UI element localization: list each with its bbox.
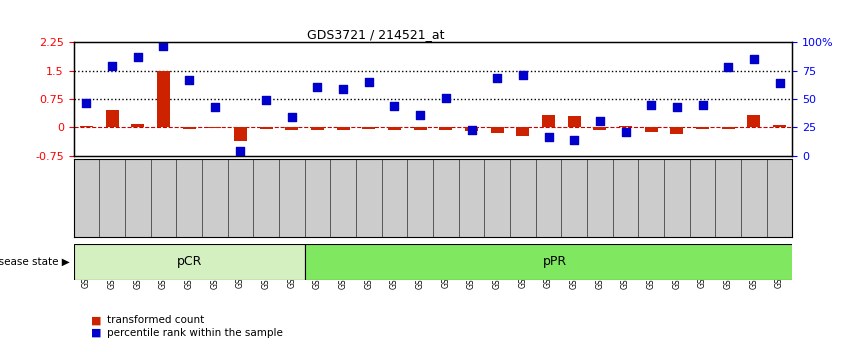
Bar — [183, 127, 196, 129]
Bar — [721, 127, 734, 129]
Point — [336, 86, 350, 92]
Bar — [593, 127, 606, 131]
Point — [593, 118, 607, 124]
Bar — [439, 127, 452, 131]
Bar — [619, 126, 632, 127]
Text: pCR: pCR — [177, 256, 202, 268]
Text: ■: ■ — [91, 328, 101, 338]
Bar — [305, 244, 805, 280]
Point — [234, 148, 248, 154]
Point — [567, 137, 581, 143]
Bar — [388, 127, 401, 131]
Title: GDS3721 / 214521_at: GDS3721 / 214521_at — [307, 28, 444, 41]
Text: disease state ▶: disease state ▶ — [0, 257, 69, 267]
Point — [747, 57, 761, 62]
Bar — [773, 125, 786, 127]
Point — [772, 80, 786, 86]
Point — [618, 129, 632, 135]
Bar — [362, 127, 375, 129]
Bar — [516, 127, 529, 136]
Point — [208, 104, 222, 110]
Bar — [337, 127, 350, 131]
Point — [413, 112, 427, 118]
Point — [311, 84, 325, 90]
Point — [516, 73, 530, 78]
Bar — [645, 127, 657, 132]
Bar — [311, 127, 324, 130]
Bar — [568, 116, 580, 127]
Text: pPR: pPR — [543, 256, 567, 268]
Bar — [542, 115, 555, 127]
Point — [105, 63, 119, 69]
Point — [182, 77, 196, 83]
Point — [131, 55, 145, 60]
Point — [490, 75, 504, 80]
Point — [157, 43, 171, 49]
Bar — [696, 127, 709, 129]
Point — [721, 64, 735, 70]
Bar — [747, 115, 760, 127]
Bar — [80, 126, 93, 127]
Text: percentile rank within the sample: percentile rank within the sample — [107, 328, 282, 338]
Point — [285, 114, 299, 120]
Point — [464, 127, 478, 132]
Bar — [491, 127, 504, 133]
Bar — [465, 127, 478, 131]
Bar — [132, 124, 145, 127]
Bar — [286, 127, 298, 131]
Point — [388, 103, 402, 109]
Point — [439, 95, 453, 101]
Point — [644, 102, 658, 108]
Bar — [234, 127, 247, 141]
Bar — [670, 127, 683, 134]
Bar — [260, 127, 273, 129]
Point — [695, 102, 709, 108]
Bar — [74, 244, 305, 280]
Bar — [414, 127, 427, 130]
Text: ■: ■ — [91, 315, 101, 325]
Point — [362, 79, 376, 85]
Bar — [157, 71, 170, 127]
Point — [259, 97, 273, 103]
Text: transformed count: transformed count — [107, 315, 204, 325]
Point — [670, 104, 684, 110]
Bar — [209, 127, 221, 128]
Point — [80, 100, 94, 105]
Bar — [106, 110, 119, 127]
Point — [541, 134, 555, 139]
